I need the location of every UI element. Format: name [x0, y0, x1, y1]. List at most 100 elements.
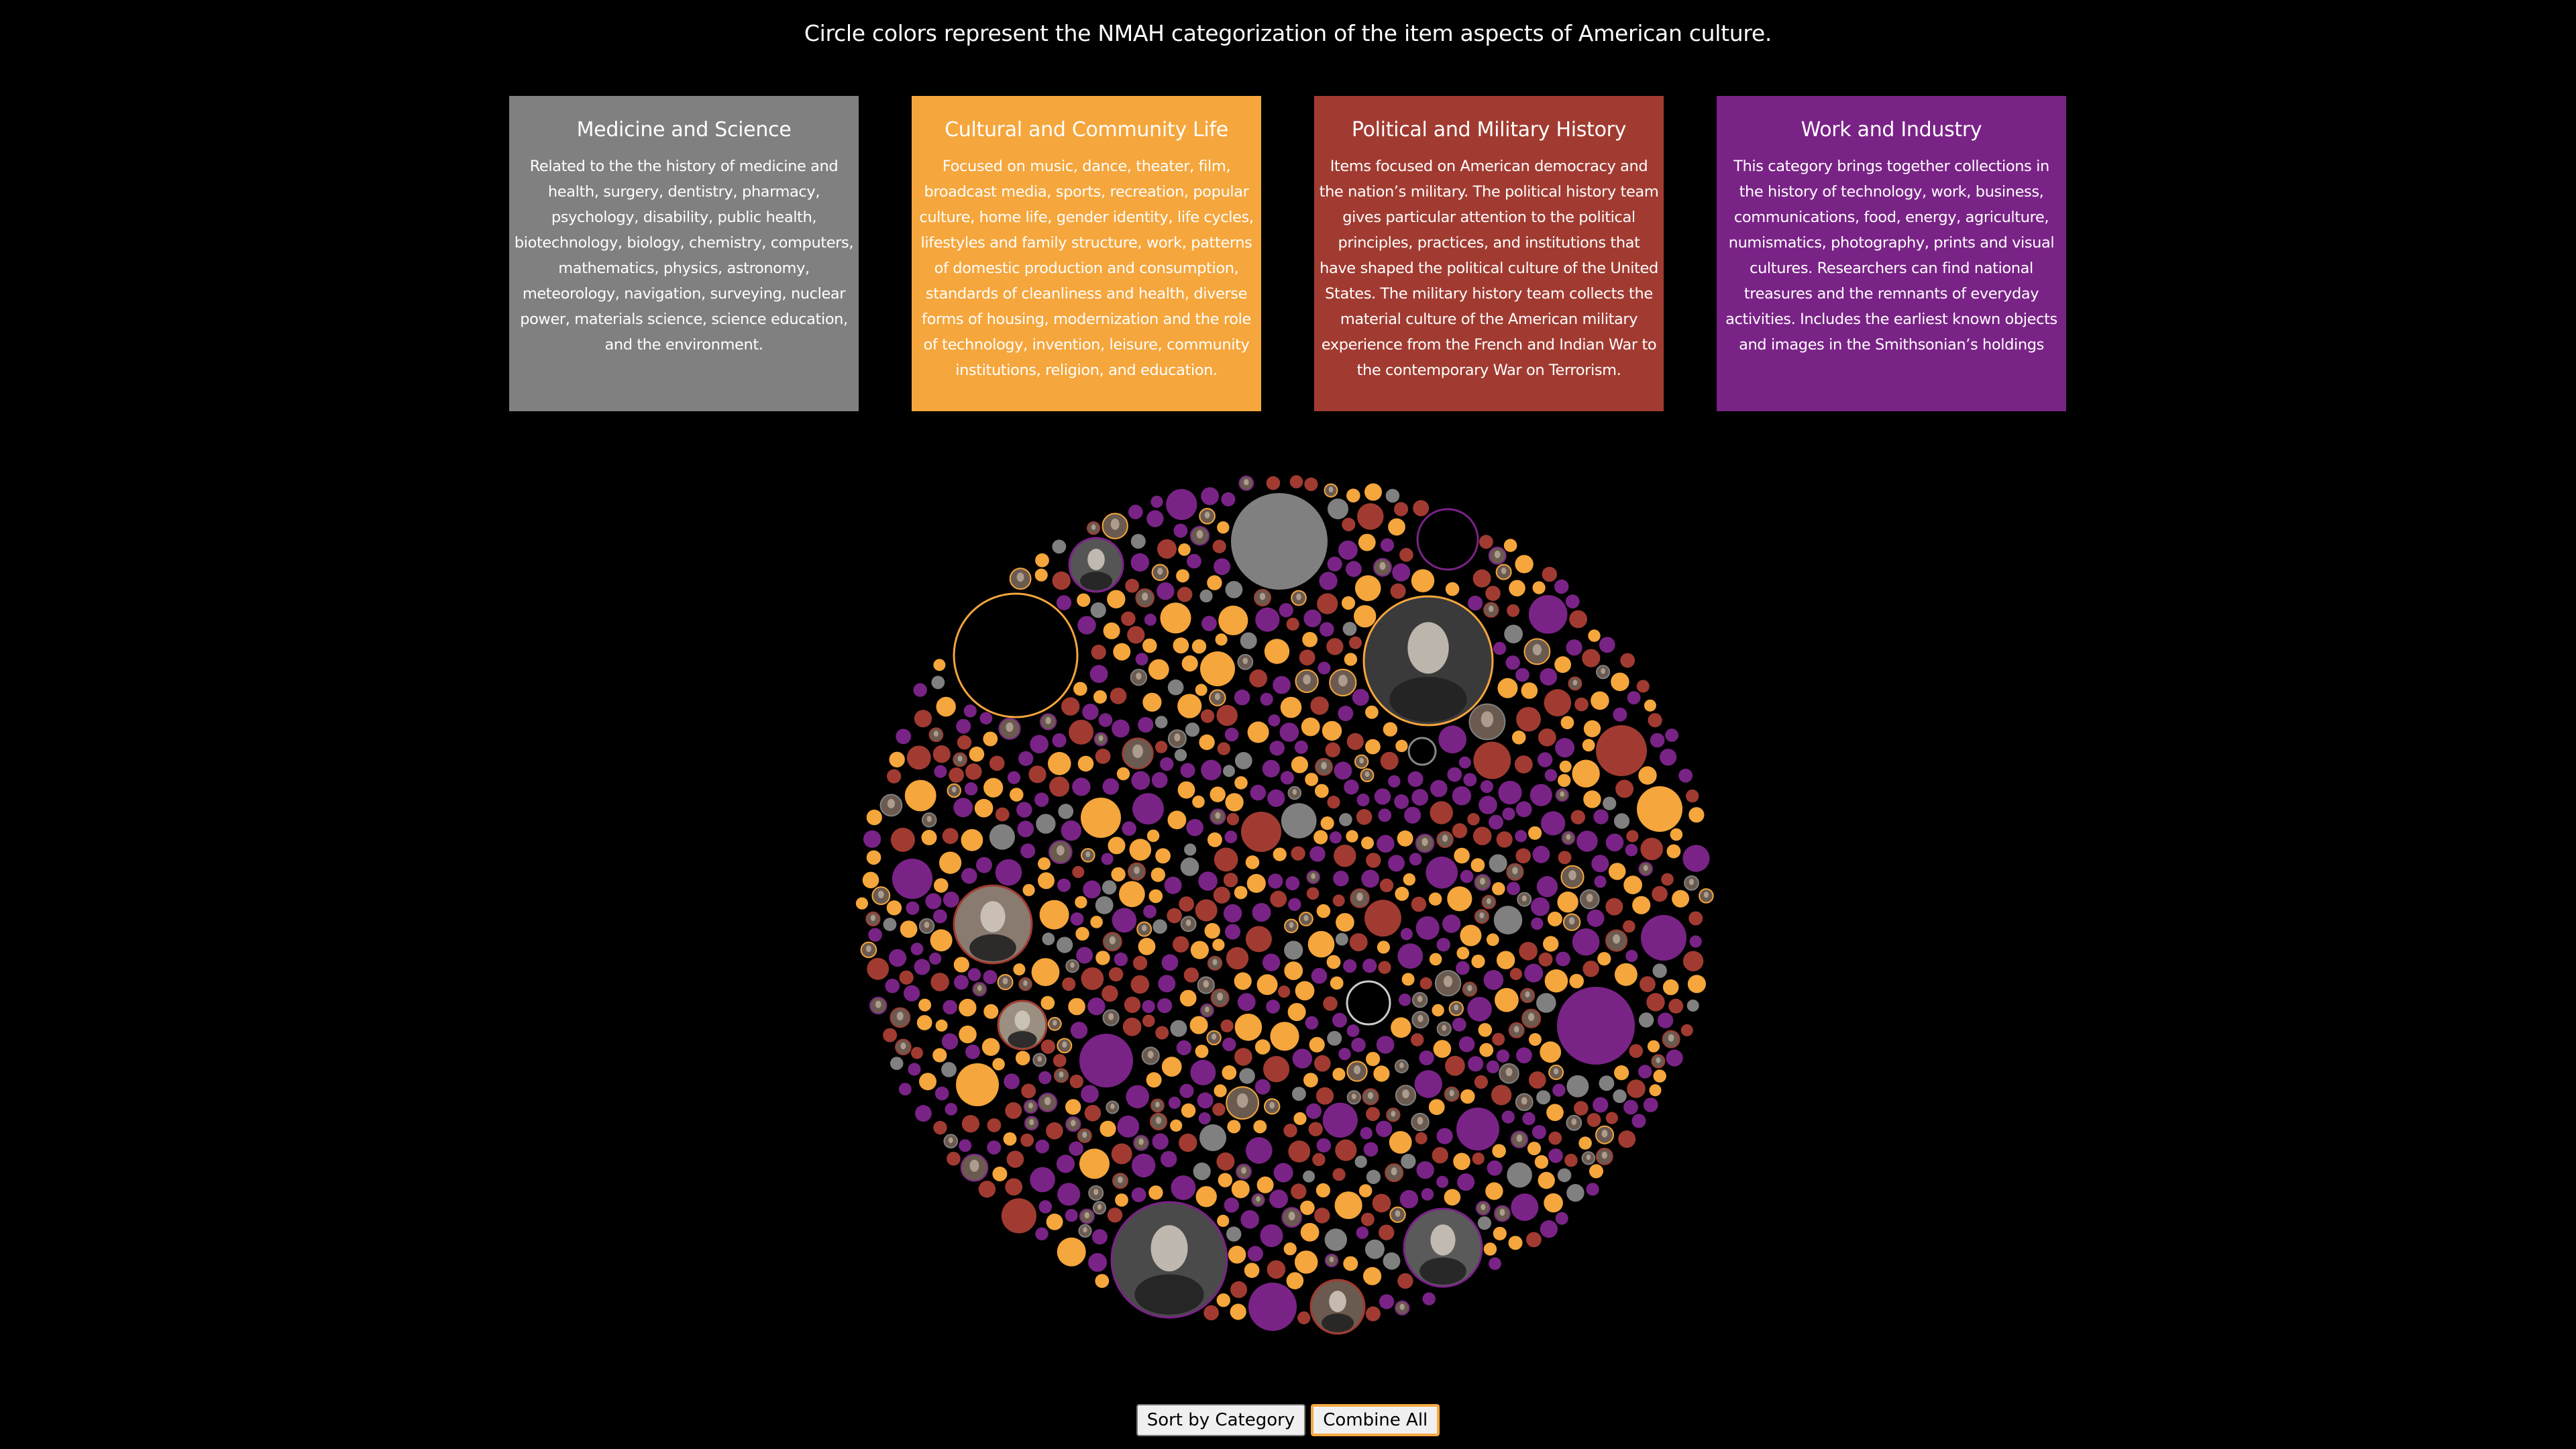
item-bubble[interactable]	[1322, 1102, 1358, 1138]
item-bubble[interactable]	[1177, 694, 1202, 718]
item-bubble[interactable]	[1005, 1102, 1022, 1119]
item-bubble[interactable]	[1637, 786, 1682, 832]
item-bubble[interactable]	[1022, 883, 1035, 896]
item-bubble[interactable]	[1070, 912, 1084, 926]
item-bubble[interactable]	[1295, 981, 1315, 1001]
item-bubble[interactable]	[1428, 1099, 1445, 1116]
item-bubble[interactable]	[1666, 1049, 1683, 1067]
item-bubble[interactable]	[1214, 558, 1231, 576]
item-bubble[interactable]	[1217, 1214, 1230, 1227]
item-bubble[interactable]	[1089, 665, 1108, 683]
item-bubble[interactable]	[1142, 638, 1157, 653]
item-bubble[interactable]	[1515, 848, 1531, 864]
item-bubble[interactable]	[1167, 908, 1182, 924]
item-bubble[interactable]	[925, 893, 942, 910]
item-bubble[interactable]	[1366, 853, 1381, 868]
item-bubble[interactable]	[1532, 581, 1546, 594]
item-bubble[interactable]	[1349, 933, 1368, 952]
item-bubble[interactable]	[1218, 605, 1248, 636]
item-bubble[interactable]	[1460, 869, 1474, 883]
item-bubble[interactable]	[1314, 1055, 1331, 1072]
item-bubble[interactable]	[1088, 1252, 1108, 1272]
item-bubble[interactable]	[956, 718, 971, 734]
item-bubble[interactable]	[1411, 569, 1435, 592]
item-bubble[interactable]	[1343, 1256, 1358, 1271]
item-bubble[interactable]	[1496, 951, 1515, 969]
item-bubble[interactable]	[1472, 1152, 1485, 1165]
item-bubble[interactable]	[1605, 833, 1624, 852]
item-bubble[interactable]	[1319, 572, 1338, 590]
item-bubble[interactable]	[1228, 1246, 1246, 1264]
item-bubble[interactable]	[1605, 898, 1623, 916]
item-bubble[interactable]	[1102, 985, 1118, 1002]
item-bubble[interactable]	[1544, 969, 1568, 993]
item-bubble[interactable]	[1687, 975, 1706, 994]
item-bubble[interactable]	[1615, 780, 1634, 798]
item-bubble[interactable]	[1486, 1060, 1499, 1073]
item-bubble[interactable]	[1291, 846, 1305, 861]
item-bubble[interactable]	[1015, 1051, 1030, 1066]
item-bubble[interactable]	[1395, 886, 1409, 901]
item-bubble[interactable]	[1254, 1039, 1271, 1055]
item-bubble[interactable]	[1407, 737, 1437, 766]
item-bubble[interactable]	[1614, 963, 1638, 986]
item-bubble[interactable]	[1057, 936, 1073, 953]
item-bubble[interactable]	[953, 798, 973, 818]
item-bubble[interactable]	[1313, 830, 1328, 845]
item-bubble[interactable]	[1273, 847, 1287, 861]
item-bubble[interactable]	[1316, 1183, 1330, 1197]
item-bubble[interactable]	[1556, 951, 1570, 967]
item-bubble[interactable]	[1226, 1226, 1242, 1242]
item-bubble[interactable]	[945, 1103, 958, 1116]
item-bubble[interactable]	[1316, 1138, 1332, 1153]
item-bubble[interactable]	[1223, 904, 1242, 923]
item-bubble[interactable]	[1493, 641, 1507, 655]
item-bubble[interactable]	[1267, 1260, 1286, 1279]
item-bubble[interactable]	[1158, 975, 1176, 993]
item-bubble[interactable]	[1653, 1069, 1666, 1083]
item-bubble[interactable]	[1470, 858, 1485, 872]
item-bubble[interactable]	[1077, 616, 1096, 635]
item-bubble[interactable]	[1222, 1037, 1236, 1051]
item-bubble[interactable]	[1522, 1112, 1536, 1126]
item-bubble[interactable]	[1102, 880, 1117, 895]
item-bubble[interactable]	[1454, 847, 1470, 864]
item-bubble[interactable]	[947, 1151, 961, 1166]
item-bubble[interactable]	[1326, 955, 1341, 969]
item-bubble[interactable]	[1284, 961, 1303, 980]
item-bubble[interactable]	[1312, 1152, 1326, 1167]
item-bubble[interactable]	[1503, 539, 1517, 552]
item-bubble[interactable]	[1161, 954, 1179, 971]
item-bubble[interactable]	[1107, 590, 1126, 608]
item-bubble[interactable]	[1183, 967, 1199, 983]
item-bubble[interactable]	[1493, 1226, 1507, 1240]
item-bubble[interactable]	[1429, 953, 1442, 966]
item-bubble[interactable]	[1116, 767, 1130, 781]
item-bubble[interactable]	[1035, 553, 1049, 568]
item-bubble[interactable]	[1303, 609, 1322, 627]
item-bubble[interactable]	[964, 782, 978, 796]
item-bubble[interactable]	[1401, 973, 1415, 986]
item-bubble[interactable]	[889, 751, 905, 768]
item-bubble[interactable]	[1280, 771, 1294, 785]
item-bubble[interactable]	[992, 1058, 1005, 1071]
item-bubble[interactable]	[1036, 814, 1056, 834]
item-bubble[interactable]	[1390, 583, 1406, 599]
item-bubble[interactable]	[1365, 705, 1379, 719]
item-bubble[interactable]	[1333, 870, 1349, 887]
item-bubble[interactable]	[1363, 1142, 1379, 1157]
item-bubble[interactable]	[1332, 1067, 1346, 1081]
item-bubble[interactable]	[921, 830, 937, 845]
item-bubble[interactable]	[1053, 1054, 1067, 1067]
item-bubble[interactable]	[1540, 1041, 1562, 1063]
item-bubble[interactable]	[1001, 1198, 1036, 1234]
item-bubble[interactable]	[1648, 713, 1662, 728]
item-bubble[interactable]	[1093, 690, 1107, 704]
item-bubble[interactable]	[1438, 725, 1466, 754]
item-bubble[interactable]	[1496, 831, 1513, 848]
item-bubble[interactable]	[1557, 1168, 1572, 1183]
item-bubble[interactable]	[1445, 1055, 1465, 1076]
item-bubble[interactable]	[1135, 653, 1148, 665]
item-bubble[interactable]	[1393, 502, 1409, 517]
item-bubble[interactable]	[1515, 555, 1534, 574]
